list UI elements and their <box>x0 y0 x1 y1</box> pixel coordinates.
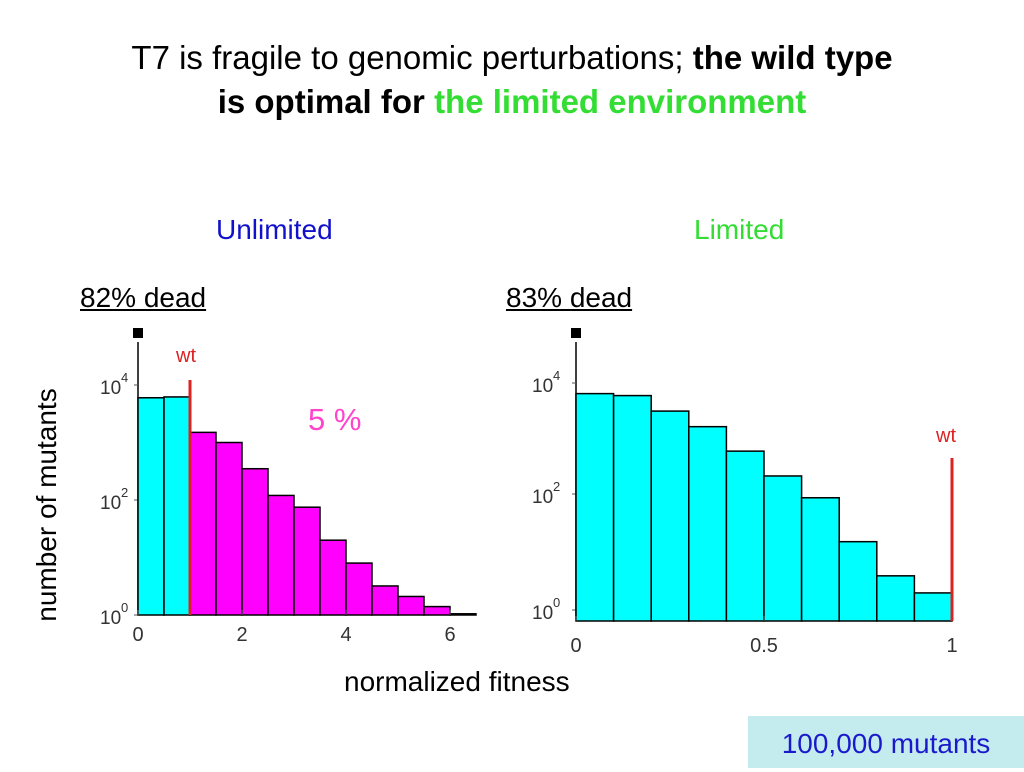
y-tick-exponent: 4 <box>553 368 560 383</box>
x-tick-label: 2 <box>236 624 247 646</box>
histogram-bar <box>725 450 765 622</box>
histogram-bar <box>449 613 477 616</box>
x-tick-label: 1 <box>946 635 957 657</box>
histogram-bar <box>267 494 295 616</box>
y-tick-label: 10 <box>532 603 553 624</box>
histogram-bar <box>189 431 217 616</box>
histogram-bar <box>241 467 269 616</box>
y-tick-label: 10 <box>100 608 121 629</box>
x-tick-label: 0.5 <box>750 635 778 657</box>
histogram-bar <box>612 394 652 622</box>
y-tick-label: 10 <box>100 493 121 514</box>
histogram-bar <box>215 441 243 616</box>
limited-dead-label: 83% dead <box>506 282 633 313</box>
histogram-bar <box>650 410 690 622</box>
limited-label: Limited <box>694 214 785 245</box>
x-tick-label: 6 <box>444 624 455 646</box>
histogram-bar <box>913 592 953 622</box>
y-tick-exponent: 0 <box>553 595 560 610</box>
x-axis-label: normalized fitness <box>344 666 570 697</box>
title-part-4: the limited environment <box>434 83 807 120</box>
histogram-bar <box>838 540 878 622</box>
title-part-3: is optimal for <box>217 83 435 120</box>
histogram-bar <box>371 585 399 616</box>
histogram-bar <box>163 396 191 616</box>
histogram-bar <box>763 475 803 622</box>
y-tick-label: 10 <box>532 376 553 397</box>
x-tick-label: 0 <box>132 624 143 646</box>
histogram-bar <box>319 539 347 616</box>
mutants-count-box: 100,000 mutants <box>748 716 1024 768</box>
histogram-bar <box>688 425 728 622</box>
slide-title: T7 is fragile to genomic perturbations; … <box>0 36 1024 124</box>
wt-label: wt <box>175 345 196 367</box>
histogram-bar <box>575 392 615 622</box>
histogram-bar <box>800 497 840 622</box>
wt-label: wt <box>935 425 956 447</box>
histogram-bar <box>397 595 425 616</box>
histogram-bar <box>423 605 451 616</box>
title-part-2: the wild type <box>692 39 893 76</box>
y-tick-exponent: 4 <box>121 370 128 385</box>
unlimited-dead-label: 82% dead <box>80 282 207 313</box>
dead-marker <box>133 328 143 338</box>
histogram-bar <box>876 575 916 622</box>
y-tick-exponent: 2 <box>121 485 128 500</box>
y-tick-label: 10 <box>532 487 553 508</box>
x-tick-label: 4 <box>340 624 351 646</box>
y-tick-label: 10 <box>100 378 121 399</box>
y-tick-exponent: 2 <box>553 479 560 494</box>
unlimited-label: Unlimited <box>216 214 333 245</box>
title-part-1: T7 is fragile to genomic perturbations; <box>131 39 693 76</box>
histogram-bar <box>137 397 165 616</box>
y-tick-exponent: 0 <box>121 600 128 615</box>
percent-label: 5 % <box>308 402 362 437</box>
dead-marker <box>571 328 581 338</box>
histogram-bar <box>293 506 321 616</box>
histogram-bar <box>345 562 373 616</box>
x-tick-label: 0 <box>570 635 581 657</box>
